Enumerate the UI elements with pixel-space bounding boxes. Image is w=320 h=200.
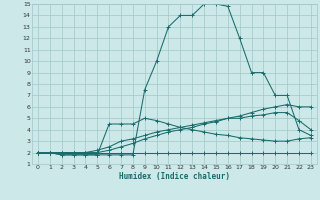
X-axis label: Humidex (Indice chaleur): Humidex (Indice chaleur): [119, 172, 230, 181]
